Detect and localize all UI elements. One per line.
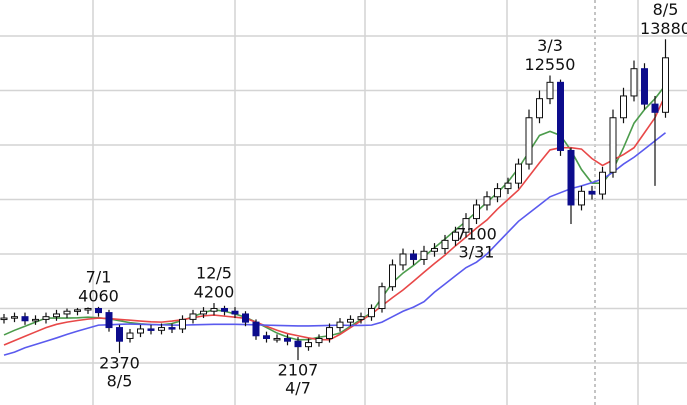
candle-body [273, 337, 281, 341]
candle-body [452, 231, 459, 241]
candle-body [263, 335, 270, 339]
candle-body [336, 321, 344, 329]
candle-body [609, 117, 617, 173]
candle-body [494, 188, 501, 198]
candle-body [326, 327, 333, 339]
candle-body [95, 308, 102, 314]
candle-body [294, 340, 302, 348]
candle-body [116, 327, 123, 342]
annotation-value: 4060 [78, 286, 119, 305]
candle-body [105, 312, 113, 329]
candle-body [242, 313, 249, 323]
candle-body [630, 68, 638, 97]
candle-body [231, 310, 239, 315]
candle-body [546, 81, 554, 100]
candle-body [21, 316, 29, 322]
annotation-date: 7/1 [86, 267, 112, 286]
candle-body [63, 310, 71, 315]
candle-body [462, 218, 470, 233]
candle-body [410, 253, 417, 260]
candle-body [200, 310, 207, 315]
candle-body [11, 316, 18, 319]
candle-body [483, 196, 491, 206]
moving-average [3, 94, 667, 346]
candle-body [525, 117, 533, 165]
moving-average [3, 132, 666, 356]
candle-body [189, 313, 197, 320]
candle-body [0, 317, 8, 321]
candle-body [641, 68, 648, 105]
annotation-value: 2370 [99, 353, 140, 372]
candle-body [315, 337, 323, 344]
candle-body [221, 308, 228, 312]
candle-body [368, 308, 375, 318]
candle-body [651, 103, 659, 113]
annotation-date: 3/31 [459, 243, 495, 262]
candle-body [210, 308, 218, 312]
annotation-value: 2107 [278, 361, 319, 380]
candle-body [305, 342, 312, 348]
candle-body [662, 57, 669, 113]
candle-body [284, 337, 291, 342]
candle-body [420, 250, 428, 260]
candle-body [389, 264, 396, 288]
candle-body [347, 318, 354, 323]
candle-body [42, 316, 50, 320]
candle-body [599, 171, 606, 195]
moving-average [3, 84, 667, 341]
annotation-value: 4200 [194, 283, 235, 302]
candle-body [158, 327, 165, 331]
candle-body [515, 163, 522, 184]
candle-body [53, 313, 60, 318]
candle-body [557, 81, 564, 151]
candle-body [588, 190, 596, 195]
candle-body [504, 182, 512, 190]
candle-body [147, 328, 155, 331]
annotation-date: 8/5 [653, 0, 679, 19]
candle-body [179, 318, 186, 330]
candle-body [137, 328, 144, 334]
candle-body [74, 309, 81, 312]
candle-body [620, 95, 627, 119]
candle-body [378, 286, 386, 310]
candle-body [578, 190, 585, 206]
annotation-date: 12/5 [196, 264, 232, 283]
candle-body [431, 248, 438, 252]
candle-body [473, 204, 480, 220]
annotation-value: 7100 [456, 225, 497, 244]
annotation-date: 3/3 [537, 36, 563, 55]
annotation-date: 8/5 [107, 371, 133, 390]
candle-body [126, 332, 134, 339]
candle-body [567, 149, 575, 206]
candle-body [399, 253, 407, 266]
candle-body [441, 239, 449, 250]
candle-body [84, 308, 92, 311]
candle-body [32, 318, 39, 322]
candle-body [252, 321, 260, 337]
candle-body [168, 327, 176, 330]
candle-body [536, 98, 543, 119]
annotation-value: 12550 [525, 55, 576, 74]
annotation-date: 4/7 [285, 379, 311, 398]
annotation-value: 13880 [640, 19, 687, 38]
candle-body [357, 316, 365, 320]
